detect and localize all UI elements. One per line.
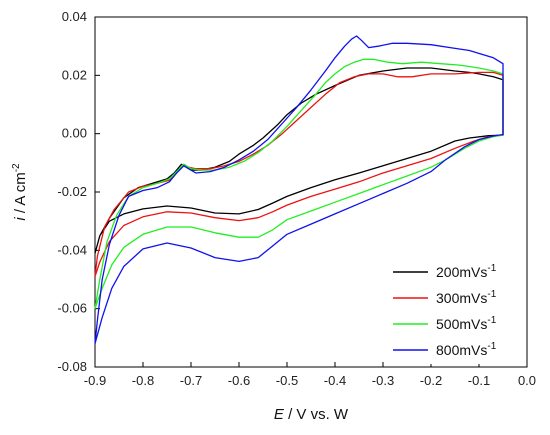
y-tick-label: 0.00 <box>62 126 87 141</box>
x-tick-label: -0.2 <box>420 373 442 388</box>
legend-box <box>385 252 521 364</box>
x-axis-title: E / V vs. W <box>274 406 349 423</box>
y-tick-label: -0.02 <box>57 184 87 199</box>
x-tick-label: -0.6 <box>228 373 250 388</box>
x-tick-label: 0.0 <box>518 373 536 388</box>
series-line-500mvs-2 <box>94 58 504 309</box>
x-tick-label: -0.4 <box>324 373 346 388</box>
y-tick-label: -0.04 <box>57 242 87 257</box>
legend-label: 800mVs-1 <box>436 341 497 358</box>
y-tick-label: -0.06 <box>57 301 87 316</box>
legend: 200mVs-1 300mVs-1 500mVs-1 800mVs-1 <box>385 252 521 364</box>
y-tick-label: 0.04 <box>62 9 87 24</box>
series-line-200mvs-0 <box>94 67 504 254</box>
y-axis-title: i / A cm-2 <box>11 163 29 221</box>
series-group <box>94 35 504 344</box>
y-tick-label: -0.08 <box>57 359 87 374</box>
x-tick-label: -0.7 <box>180 373 202 388</box>
legend-label: 500mVs-1 <box>436 315 497 332</box>
y-axis: -0.08 -0.06 -0.04 -0.02 0.00 0.02 0.04 <box>57 9 100 374</box>
legend-label: 300mVs-1 <box>436 289 497 306</box>
x-tick-label: -0.5 <box>276 373 298 388</box>
y-tick-label: 0.02 <box>62 67 87 82</box>
series-line-800mvs-3 <box>94 35 504 344</box>
legend-label: 200mVs-1 <box>436 263 497 280</box>
x-axis: -0.9 -0.8 -0.7 -0.6 -0.5 -0.4 -0.3 -0.2 -0.1 0.0 <box>84 362 536 388</box>
x-tick-label: -0.3 <box>372 373 394 388</box>
x-tick-label: -0.9 <box>84 373 106 388</box>
x-tick-label: -0.1 <box>468 373 490 388</box>
x-tick-label: -0.8 <box>132 373 154 388</box>
